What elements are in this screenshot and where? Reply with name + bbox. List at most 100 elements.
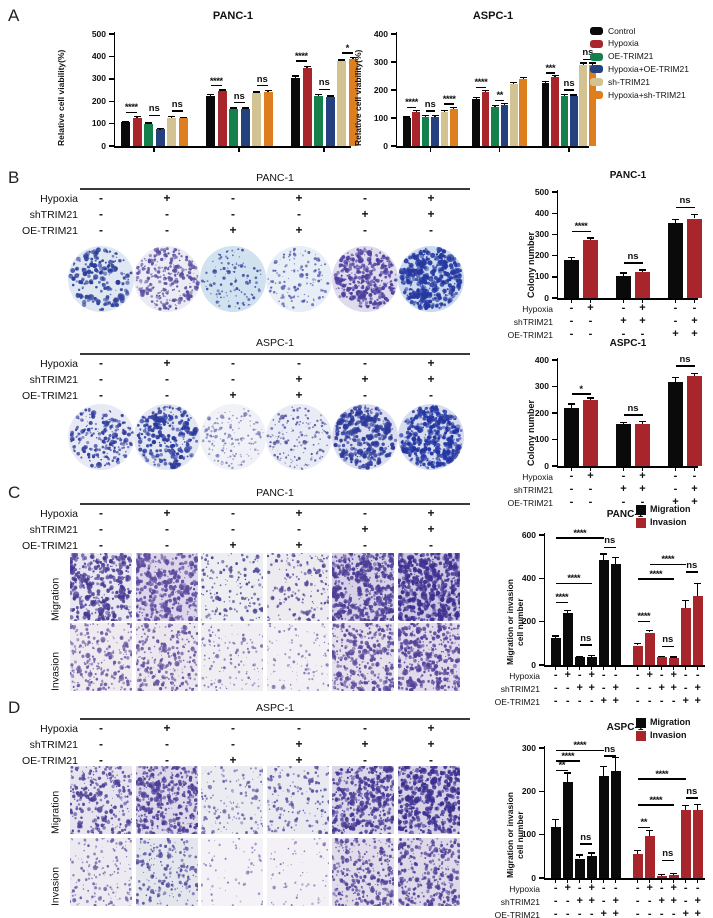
sig-bracket-line: [444, 103, 454, 105]
error-bar-cap: [568, 257, 575, 259]
legendA-swatch: [590, 27, 603, 35]
condition-sign: -: [165, 522, 169, 536]
sig-label: ns: [148, 103, 160, 115]
condition-sign: -: [569, 327, 574, 340]
y-tick-label: 400: [534, 354, 549, 365]
sig-label: ns: [424, 98, 436, 110]
bar: [693, 809, 703, 878]
condition-sign: +: [682, 694, 689, 707]
x-tick: [498, 147, 501, 153]
section-title-b_aspc1: ASPC-1: [256, 337, 294, 349]
x-tick: [555, 666, 557, 671]
condition-row-label: Hypoxia: [40, 723, 78, 735]
x-tick: [697, 879, 699, 884]
condition-sign: -: [635, 907, 640, 918]
sig-label: ***: [545, 62, 556, 74]
cell-image-invasion: [266, 838, 329, 906]
condition-sign: -: [569, 495, 574, 508]
condition-sign: +: [229, 753, 237, 767]
condition-sign: -: [99, 356, 103, 370]
error-bar-cap: [510, 81, 518, 84]
error-bar-cap: [253, 91, 260, 93]
condition-sign: +: [646, 881, 653, 894]
y-tick: [538, 833, 545, 836]
condition-sign: -: [99, 207, 103, 221]
y-tick: [551, 297, 558, 299]
error-bar-cap: [576, 655, 584, 658]
legendA-label: Hypoxia: [608, 38, 639, 49]
condition-sign: +: [588, 681, 595, 694]
sig-bracket-line: [649, 563, 686, 565]
error-bar-cap: [588, 654, 596, 657]
legendA-label: Control: [608, 25, 636, 36]
legendA-label: sh-TRIM21: [608, 76, 651, 87]
bar: [668, 222, 683, 298]
condition-sign: -: [601, 881, 606, 894]
y-tick-label: 0: [544, 292, 549, 303]
condition-sign: +: [612, 907, 619, 918]
error-bar-cap: [600, 553, 608, 555]
y-axis-label: Migration or invasion cell number: [505, 792, 525, 878]
x-axis-line: [556, 466, 698, 468]
condition-sign: -: [565, 894, 570, 907]
condition-sign: -: [673, 314, 678, 327]
condition-sign: +: [576, 894, 583, 907]
error-bar-cap: [431, 115, 439, 117]
error-bar-cap: [122, 120, 129, 123]
condition-row-label: shTRIM21: [29, 524, 78, 536]
bar: [337, 61, 346, 146]
y-tick-label: 400: [373, 28, 388, 39]
error-bar-cap: [241, 107, 249, 109]
sig-bracket-line: [148, 114, 160, 117]
condition-sign: +: [163, 191, 171, 205]
sig-bracket-line: [623, 414, 643, 416]
error-bar-cap: [634, 643, 642, 645]
cell-image-migration: [201, 553, 264, 621]
condition-sign: +: [295, 191, 303, 205]
y-axis-label: Relative cell viability(%): [56, 49, 66, 146]
condition-sign: -: [231, 207, 235, 221]
error-bar: [545, 81, 547, 83]
error-bar-cap: [694, 803, 702, 806]
condition-sign: -: [613, 881, 618, 894]
error-bar-cap: [658, 655, 666, 658]
error-bar-cap: [682, 599, 690, 602]
sig-bracket-line: [555, 582, 592, 585]
bar: [583, 239, 598, 298]
x-tick: [579, 666, 581, 671]
panel-label-a: A: [8, 6, 20, 25]
error-bar-cap: [568, 403, 575, 405]
error-bar: [294, 75, 297, 78]
error-bar: [685, 805, 687, 810]
y-tick: [108, 122, 115, 125]
condition-sign: -: [640, 495, 645, 508]
y-tick: [538, 664, 545, 666]
condition-sign: -: [99, 388, 103, 402]
condition-sign: +: [672, 495, 679, 508]
condition-sign: +: [691, 327, 698, 340]
bar: [167, 117, 176, 146]
legend-label: Invasion: [650, 730, 687, 740]
error-bar-cap: [168, 115, 175, 118]
error-bar-cap: [579, 62, 587, 64]
condition-sign: -: [553, 681, 558, 694]
legend-swatch: [636, 731, 646, 741]
y-tick-label: 200: [521, 616, 536, 627]
chart-title: PANC-1: [609, 170, 647, 181]
y-tick: [551, 254, 558, 257]
panel-label-b: B: [8, 168, 20, 187]
condition-sign: -: [363, 753, 367, 767]
bar: [645, 632, 655, 665]
condition-sign: -: [99, 721, 103, 735]
cell-image-invasion: [70, 838, 132, 906]
condition-sign: +: [427, 191, 435, 205]
error-bar-cap: [440, 110, 448, 112]
legendA-label: Hypoxia+sh-TRIM21: [608, 89, 686, 100]
condition-sign: -: [588, 482, 593, 495]
condition-row-label: shTRIM21: [29, 209, 78, 221]
bar: [681, 607, 691, 665]
x-tick: [693, 467, 696, 472]
condition-sign: +: [427, 522, 435, 536]
y-tick-label: 200: [534, 250, 549, 261]
error-bar-cap: [646, 830, 654, 832]
